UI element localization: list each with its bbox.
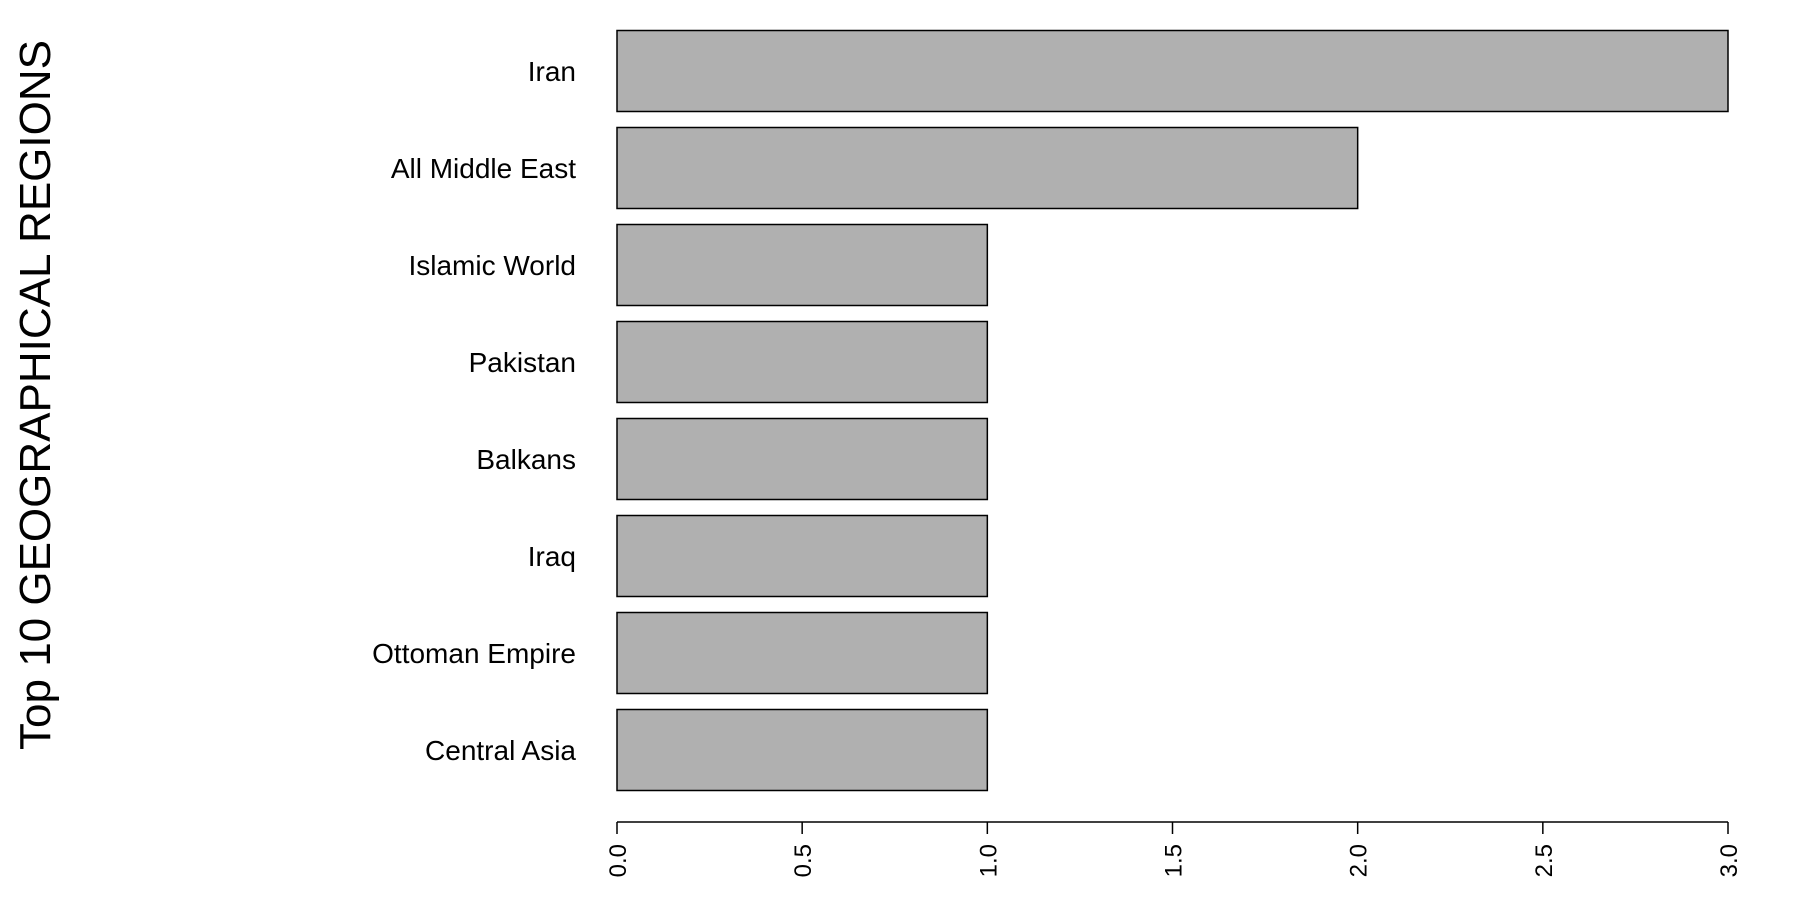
category-label: Islamic World	[408, 250, 576, 281]
bar-all-middle-east	[616, 126, 1359, 210]
category-label: Iraq	[528, 541, 576, 572]
category-label: All Middle East	[391, 153, 576, 184]
bar-ottoman-empire	[616, 611, 989, 695]
x-axis: 0.0 0.5 1.0 1.5 2.0 2.5 3.0	[605, 821, 1743, 877]
x-tick-label: 0.5	[790, 844, 817, 877]
x-tick-label: 2.0	[1346, 844, 1373, 877]
bar-iraq	[616, 514, 989, 598]
category-label: Central Asia	[425, 735, 576, 766]
x-tick-label: 0.0	[605, 844, 632, 877]
x-tick-label: 2.5	[1531, 844, 1558, 877]
category-labels: Iran All Middle East Islamic World Pakistan…	[372, 56, 576, 766]
bar-pakistan	[616, 320, 989, 404]
bar-central-asia	[616, 708, 989, 792]
bar-balkans	[616, 417, 989, 501]
category-label: Pakistan	[469, 347, 576, 378]
bar-iran	[616, 29, 1729, 113]
category-label: Balkans	[476, 444, 576, 475]
x-tick-label: 1.0	[975, 844, 1002, 877]
y-axis-title: Top 10 GEOGRAPHICAL REGIONS	[11, 40, 60, 750]
x-tick-label: 1.5	[1161, 844, 1188, 877]
category-label: Ottoman Empire	[372, 638, 576, 669]
bars	[616, 29, 1729, 792]
category-label: Iran	[528, 56, 576, 87]
bar-islamic-world	[616, 223, 989, 307]
x-tick-label: 3.0	[1716, 844, 1743, 877]
